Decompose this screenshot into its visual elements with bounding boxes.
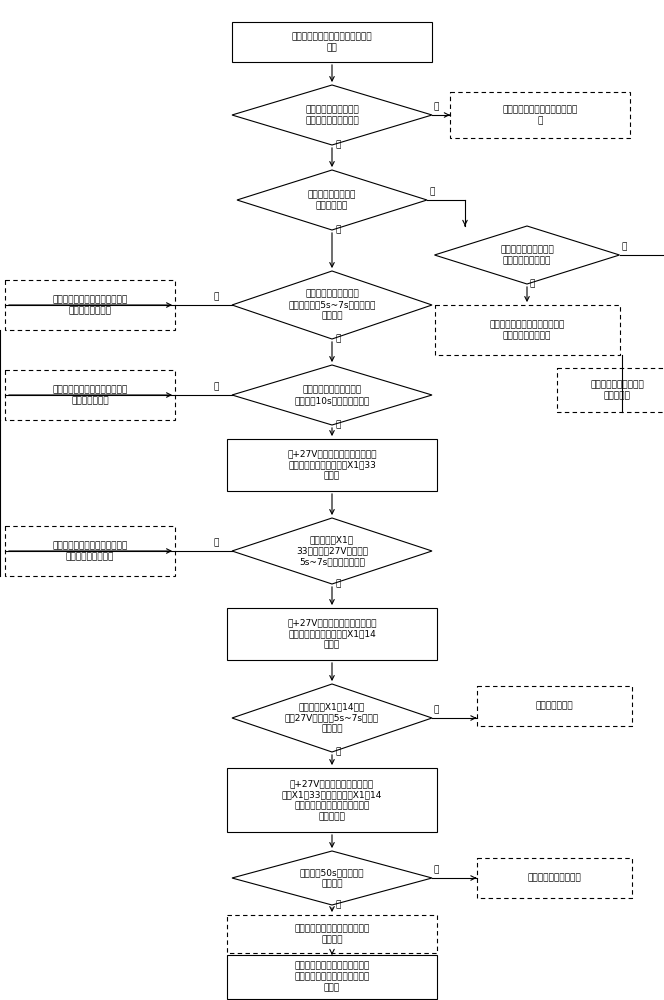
Polygon shape (232, 85, 432, 145)
Polygon shape (434, 226, 620, 284)
Text: 打开燃油增压泵: 打开燃油增压泵 (535, 702, 573, 710)
Polygon shape (232, 518, 432, 584)
Text: 否: 否 (429, 187, 434, 196)
Text: 涡扇发动机配装的起
动机是否起动: 涡扇发动机配装的起 动机是否起动 (308, 190, 356, 210)
Text: 更换涡扇发动机接触器
箱内熔断器: 更换涡扇发动机接触器 箱内熔断器 (590, 380, 644, 400)
Text: 否: 否 (434, 705, 440, 714)
Bar (450, 92, 630, 138)
Text: 否: 否 (214, 538, 219, 547)
Text: 是: 是 (335, 334, 341, 343)
Text: 否: 否 (335, 140, 341, 149)
Text: 进行涡扇发动机配装的起动机电
源供电线路故障排除: 进行涡扇发动机配装的起动机电 源供电线路故障排除 (489, 320, 564, 340)
Text: 否: 否 (335, 420, 341, 429)
Polygon shape (232, 365, 432, 425)
Bar (227, 768, 437, 832)
Text: 是: 是 (335, 747, 341, 756)
Text: 更换涡扇发动机起动箱: 更换涡扇发动机起动箱 (527, 874, 581, 882)
Text: 进行涡扇发动机起动箱外围电路
故障排除: 进行涡扇发动机起动箱外围电路 故障排除 (294, 924, 370, 944)
Text: 涡扇发动机操作台面板
开关是否具有设置故障: 涡扇发动机操作台面板 开关是否具有设置故障 (305, 105, 359, 125)
Text: 进行滑油压力管路放气，排除滑
油压力管路里的空气: 进行滑油压力管路放气，排除滑 油压力管路里的空气 (52, 541, 127, 561)
Bar (227, 608, 437, 660)
Bar (477, 686, 631, 726)
Text: 是: 是 (335, 225, 341, 234)
Text: 涡扇发动机接触器箱内
熔断器是否工作正常: 涡扇发动机接触器箱内 熔断器是否工作正常 (500, 245, 554, 265)
Text: 是: 是 (214, 382, 219, 391)
Bar (434, 305, 620, 355)
Text: 是: 是 (335, 579, 341, 588)
Text: 涡扇发动机地面试验起动正常，
实现涡扇发动机地面试验起动故
障排除: 涡扇发动机地面试验起动正常， 实现涡扇发动机地面试验起动故 障排除 (294, 961, 370, 993)
Text: 涡扇发动机配装的起动
机工作时间在5s~7s内是否出现
断开现象: 涡扇发动机配装的起动 机工作时间在5s~7s内是否出现 断开现象 (288, 289, 376, 321)
Text: 起动箱插头X1的
33号插针的27V电是否在
5s~7s内出现断开现象: 起动箱插头X1的 33号插针的27V电是否在 5s~7s内出现断开现象 (296, 535, 368, 567)
Text: 用+27V电接涡扇发动机起动箱
插头X1的33号插针和插头X1的14
号插针，模拟滑油压力供给和燃
油压力供给: 用+27V电接涡扇发动机起动箱 插头X1的33号插针和插头X1的14 号插针，模… (282, 779, 382, 821)
Text: 进行操作台面板开关设置故障排
除: 进行操作台面板开关设置故障排 除 (503, 105, 578, 125)
Text: 是: 是 (530, 279, 535, 288)
Bar (5, 280, 175, 330)
Polygon shape (232, 851, 432, 905)
Text: 否: 否 (214, 292, 219, 301)
Bar (5, 526, 175, 576)
Bar (232, 22, 432, 62)
Text: 是: 是 (434, 102, 440, 111)
Text: 起动箱插头X1的14号插
针的27V电是否在5s~7s内出现
断开现象: 起动箱插头X1的14号插 针的27V电是否在5s~7s内出现 断开现象 (285, 702, 379, 734)
Text: 是: 是 (335, 900, 341, 909)
Text: 涡扇发动机配装的起动机
是否工作10s后出现断开现象: 涡扇发动机配装的起动机 是否工作10s后出现断开现象 (294, 385, 370, 405)
Text: 当涡扇发动机发生地面试验起动故
障时: 当涡扇发动机发生地面试验起动故 障时 (291, 32, 373, 52)
Text: 用+27V电接涡扇发动机起动箱，
用万用表监控起动箱插头X1的33
号插针: 用+27V电接涡扇发动机起动箱， 用万用表监控起动箱插头X1的33 号插针 (288, 449, 376, 481)
Bar (227, 955, 437, 999)
Text: 否: 否 (622, 242, 627, 251)
Polygon shape (232, 684, 432, 752)
Bar (5, 370, 175, 420)
Bar (227, 439, 437, 491)
Polygon shape (237, 170, 427, 230)
Text: 否: 否 (434, 865, 440, 874)
Polygon shape (232, 271, 432, 339)
Bar (477, 858, 631, 898)
Bar (557, 368, 664, 412)
Text: 起动箱在50s周期内是否
正常工作: 起动箱在50s周期内是否 正常工作 (299, 868, 365, 888)
Text: 进行涡扇发动机燃油突增量及相
关电路故障排除: 进行涡扇发动机燃油突增量及相 关电路故障排除 (52, 385, 127, 405)
Text: 进行涡扇发动机起动线路故障和
起动点火故障排除: 进行涡扇发动机起动线路故障和 起动点火故障排除 (52, 295, 127, 315)
Text: 用+27V电接涡扇发动机起动箱，
用万用表监控起动箱插头X1的14
号插头: 用+27V电接涡扇发动机起动箱， 用万用表监控起动箱插头X1的14 号插头 (288, 618, 376, 650)
Bar (227, 915, 437, 953)
